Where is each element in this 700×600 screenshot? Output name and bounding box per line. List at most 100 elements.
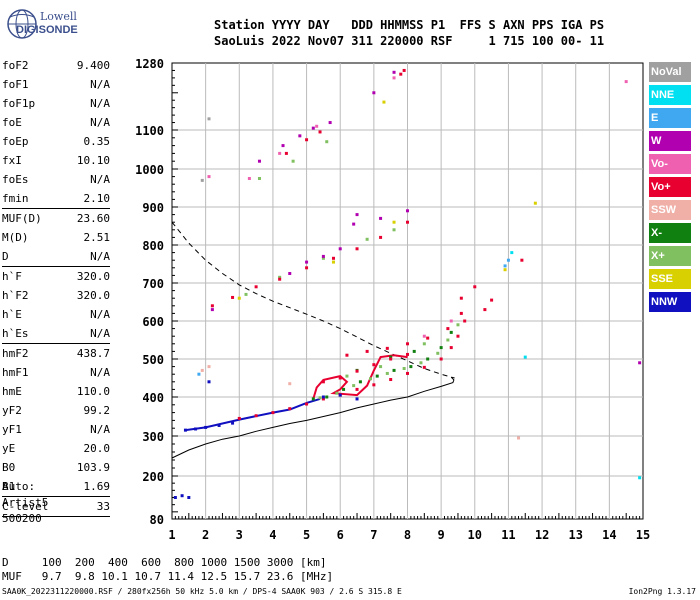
echo-point [456,323,460,327]
param-value: 9.400 [76,59,110,72]
param-name: M(D) [2,231,29,244]
echo-point [402,68,406,72]
echo-point [406,342,409,346]
trace-curve [312,354,408,400]
echo-point [335,391,339,395]
legend-item: NNE [649,85,691,105]
echo-point [392,368,396,372]
param-value: 1.69 [83,480,111,493]
echo-point [392,70,396,74]
param-row: h`Es N/A [2,324,110,343]
param-value: 20.0 [83,442,111,455]
param-value: 10.10 [76,154,110,167]
echo-point [399,72,403,76]
echo-point [409,365,413,369]
echo-point [325,395,329,399]
echo-point [210,304,214,308]
echo-point [490,298,494,302]
echo-point [372,91,376,95]
param-name: h`Es [2,327,29,340]
echo-point [281,144,285,148]
param-value: 99.2 [83,404,111,417]
echo-point [624,80,628,84]
param-row: C-level 33 [2,496,110,516]
param-row: hmE 110.0 [2,382,110,401]
y-tick-label: 200 [142,470,164,484]
echo-point [217,423,221,427]
param-value: 23.60 [76,212,110,225]
echo-point [517,436,521,440]
echo-point [355,247,359,251]
echo-point [365,237,369,241]
echo-point [338,393,342,397]
echo-point [406,371,409,375]
y-tick-label: 400 [142,391,164,405]
echo-point [305,260,309,264]
echo-point [318,396,322,400]
echo-point [321,397,325,401]
echo-point [342,387,346,391]
param-value: N/A [90,97,110,110]
echo-point [379,365,383,369]
param-row: yE 20.0 [2,439,110,458]
param-row: foEs N/A [2,170,110,189]
param-row: M(D) 2.51 [2,228,110,247]
polarization-legend: NoVal NNE E W Vo- Vo+ SSW X- X+ SSE NNW [649,62,691,315]
echo-point [422,334,426,338]
param-value: N/A [90,327,110,340]
echo-point [278,277,282,281]
echo-point [372,363,376,367]
param-value: N/A [90,173,110,186]
legend-item: X- [649,223,691,243]
globe-icon [7,9,37,39]
param-divider [2,516,110,517]
dashed-curve [171,221,455,379]
echo-point [446,338,450,342]
station-header: Station YYYY DAY DDD HHMMSS P1 FFS S AXN… [214,17,604,49]
param-name: h`F [2,270,22,283]
echo-point [355,397,359,401]
param-row: fxI 10.10 [2,151,110,170]
echo-point [422,342,426,346]
echo-point [355,387,359,391]
param-name: foEs [2,173,29,186]
scaled-parameters-panel: foF2 9.400 foF1 N/A foF1p N/A foE N/A foEp 0.35 fx… [2,56,110,517]
echo-point [379,235,383,239]
echo-point [325,140,329,144]
legend-item: Vo- [649,154,691,174]
param-name: hmF2 [2,347,29,360]
muf-table: D 100 200 400 600 800 1000 1500 3000 [km… [2,556,333,584]
param-row: hmF1 N/A [2,363,110,382]
echo-point [288,272,292,275]
echo-point [419,361,423,365]
echo-point [288,382,292,386]
echo-point [338,376,342,380]
echo-point [379,216,383,220]
echo-point [520,258,524,262]
param-row: yF1 N/A [2,420,110,439]
param-row: foEp 0.35 [2,132,110,151]
echo-point [288,407,292,411]
param-value: 2.10 [83,192,111,205]
param-name: B1 [2,480,16,493]
echo-point [284,151,288,155]
x-tick-label: 14 [602,528,616,542]
x-tick-label: 13 [568,528,582,542]
param-row: foF1p N/A [2,94,110,113]
echo-point [449,319,453,323]
y-tick-label: 80 [150,513,164,527]
echo-point [426,357,430,361]
echo-point [392,76,396,80]
echo-point [439,346,443,350]
param-value: N/A [90,78,110,91]
legend-item: NoVal [649,62,691,82]
echo-point [173,496,177,499]
echo-point [436,351,440,355]
echo-point [392,220,396,224]
echo-point [180,494,184,498]
param-name: fxI [2,154,22,167]
echo-point [459,311,463,315]
echo-point [210,308,214,312]
param-name: B0 [2,461,16,474]
